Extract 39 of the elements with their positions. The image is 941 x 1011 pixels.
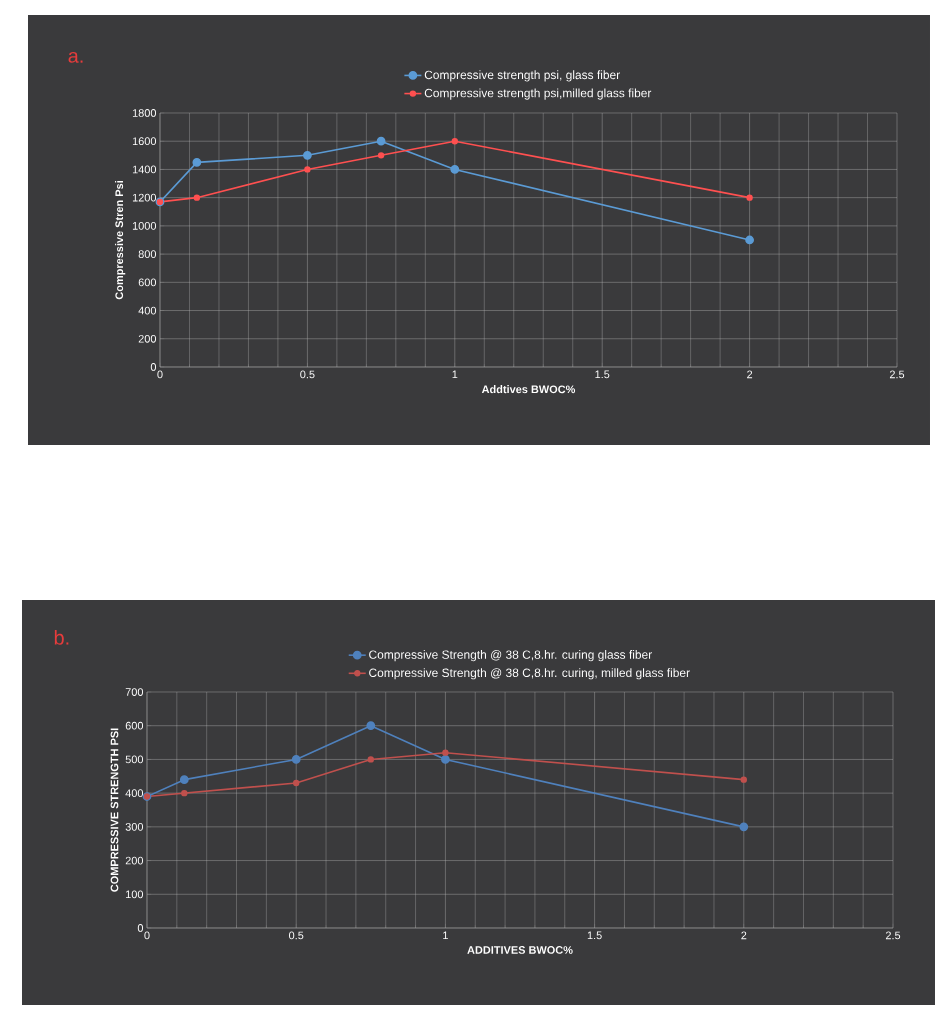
y-tick-label: 600 xyxy=(125,721,144,730)
legend-label: Compressive strength psi, glass fiber xyxy=(424,70,620,82)
x-tick-label: 2 xyxy=(747,370,753,379)
y-tick-label: 0 xyxy=(137,924,144,932)
y-tick-label: 500 xyxy=(125,755,144,764)
x-tick-label: 0.5 xyxy=(300,370,315,379)
x-tick-label: 1.5 xyxy=(587,931,602,940)
y-axis-title: COMPRESSIVE STRENGTH PSI xyxy=(110,728,119,892)
legend-label: Compressive Strength @ 38 C,8.hr. curing, milled glass fiber xyxy=(369,668,690,680)
y-tick-label: 700 xyxy=(125,688,144,696)
y-tick-label: 100 xyxy=(126,890,144,899)
x-axis-title: ADDITIVES BWOC% xyxy=(467,946,573,954)
y-tick-label: 1600 xyxy=(132,137,157,146)
y-tick-label: 200 xyxy=(138,334,157,343)
y-tick-label: 1200 xyxy=(132,193,157,202)
y-tick-label: 400 xyxy=(125,789,144,798)
y-tick-label: 1800 xyxy=(132,109,157,117)
legend-label: Compressive strength psi,milled glass fiber xyxy=(424,88,652,100)
y-tick-label: 1400 xyxy=(132,165,157,174)
x-tick-label: 2.5 xyxy=(885,931,901,940)
y-tick-label: 0 xyxy=(150,363,157,371)
y-tick-label: 400 xyxy=(138,306,157,315)
y-axis-title: Compressive Stren Psi xyxy=(115,181,126,300)
x-tick-label: 1.5 xyxy=(595,370,610,379)
y-tick-label: 200 xyxy=(125,856,144,865)
legend-label: Compressive Strength @ 38 C,8.hr. curing glass fiber xyxy=(369,650,652,662)
x-tick-label: 1 xyxy=(452,370,458,379)
x-axis-title: Addtives BWOC% xyxy=(481,385,576,394)
y-tick-label: 800 xyxy=(138,250,157,258)
y-tick-label: 300 xyxy=(125,822,144,831)
x-tick-label: 1 xyxy=(443,931,448,940)
x-tick-label: 2 xyxy=(741,931,747,940)
x-tick-label: 0 xyxy=(157,370,163,379)
x-tick-label: 0.5 xyxy=(289,931,304,940)
chart-title: a. xyxy=(68,51,83,63)
y-tick-label: 600 xyxy=(138,278,157,287)
y-tick-label: 1000 xyxy=(132,222,157,230)
x-tick-label: 2.5 xyxy=(889,370,905,379)
chart-title: b. xyxy=(54,630,69,645)
